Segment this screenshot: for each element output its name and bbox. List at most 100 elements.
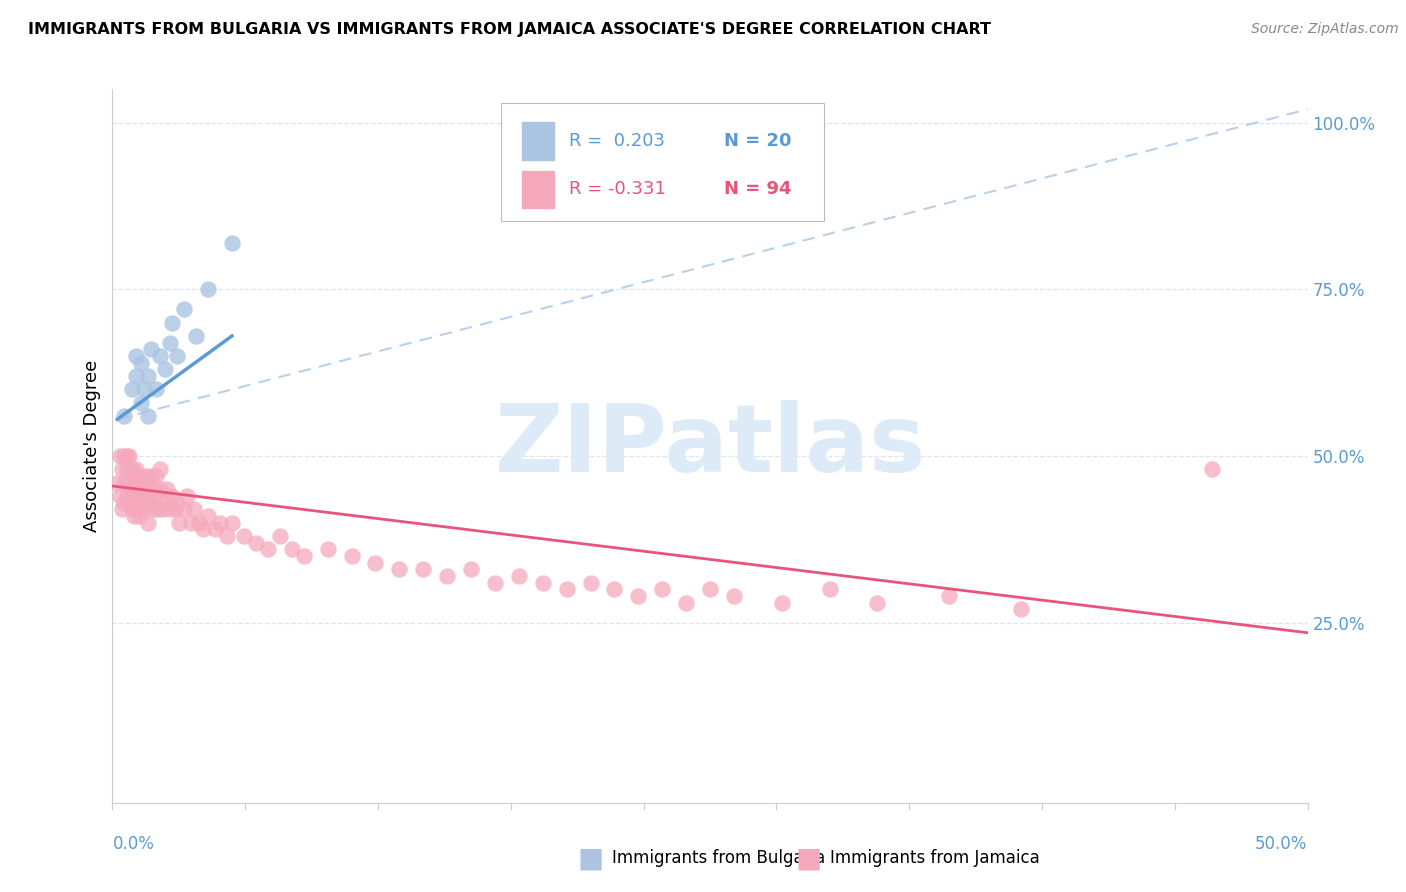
Point xyxy=(166,496,188,510)
Text: 0.0%: 0.0% xyxy=(112,835,155,853)
Point xyxy=(166,349,188,363)
Point xyxy=(139,469,162,483)
Point xyxy=(121,502,143,516)
Point xyxy=(145,489,167,503)
Point xyxy=(193,522,215,536)
Point xyxy=(153,496,176,510)
Point xyxy=(149,462,172,476)
Point xyxy=(118,475,141,490)
Point xyxy=(145,469,167,483)
Point xyxy=(135,489,157,503)
Point xyxy=(138,475,160,490)
Point xyxy=(132,382,155,396)
Point xyxy=(108,489,131,503)
Point xyxy=(217,529,239,543)
Point xyxy=(121,382,143,396)
Point xyxy=(128,489,150,503)
Point xyxy=(555,582,578,597)
Point xyxy=(114,475,135,490)
Point xyxy=(180,516,202,530)
Point xyxy=(118,496,141,510)
Point xyxy=(699,582,721,597)
Point xyxy=(129,356,152,370)
Point xyxy=(245,535,267,549)
Text: IMMIGRANTS FROM BULGARIA VS IMMIGRANTS FROM JAMAICA ASSOCIATE'S DEGREE CORRELATI: IMMIGRANTS FROM BULGARIA VS IMMIGRANTS F… xyxy=(28,22,991,37)
Point xyxy=(292,549,315,563)
Point xyxy=(142,502,165,516)
Point xyxy=(118,449,141,463)
Point xyxy=(221,516,243,530)
Point xyxy=(460,562,482,576)
Point xyxy=(187,516,209,530)
Text: Immigrants from Bulgaria: Immigrants from Bulgaria xyxy=(612,849,825,867)
Point xyxy=(162,316,183,330)
Point xyxy=(281,542,304,557)
Bar xyxy=(522,121,554,161)
Point xyxy=(115,489,138,503)
Point xyxy=(122,489,145,503)
Point xyxy=(129,395,152,409)
Point xyxy=(125,349,148,363)
Point xyxy=(197,282,219,296)
Point xyxy=(176,489,198,503)
Point xyxy=(269,529,291,543)
Text: N = 94: N = 94 xyxy=(724,180,792,198)
Point xyxy=(114,449,135,463)
Point xyxy=(122,469,145,483)
Text: ZIPatlas: ZIPatlas xyxy=(495,400,925,492)
Point xyxy=(128,469,150,483)
Point xyxy=(603,582,626,597)
Text: 50.0%: 50.0% xyxy=(1256,835,1308,853)
Point xyxy=(723,589,745,603)
Point xyxy=(1201,462,1223,476)
Point xyxy=(818,582,841,597)
Point xyxy=(204,522,226,536)
Point xyxy=(183,502,205,516)
Point xyxy=(364,556,387,570)
Point xyxy=(125,489,148,503)
Point xyxy=(770,596,793,610)
Point xyxy=(173,502,195,516)
Text: R = -0.331: R = -0.331 xyxy=(569,180,666,198)
Point xyxy=(340,549,363,563)
Point xyxy=(531,575,554,590)
Point xyxy=(651,582,673,597)
Point xyxy=(232,529,256,543)
Point xyxy=(105,475,128,490)
Point xyxy=(129,483,152,497)
Text: ■: ■ xyxy=(578,844,603,872)
Point xyxy=(111,462,134,476)
Point xyxy=(132,475,155,490)
Point xyxy=(508,569,530,583)
Point xyxy=(484,575,506,590)
Text: ■: ■ xyxy=(796,844,821,872)
Point xyxy=(108,449,131,463)
Text: Immigrants from Jamaica: Immigrants from Jamaica xyxy=(830,849,1039,867)
Point xyxy=(162,489,183,503)
Point xyxy=(135,469,157,483)
Point xyxy=(173,302,195,317)
Y-axis label: Associate's Degree: Associate's Degree xyxy=(83,359,101,533)
FancyBboxPatch shape xyxy=(501,103,824,221)
Point xyxy=(436,569,458,583)
Point xyxy=(132,502,155,516)
Point xyxy=(114,409,135,423)
Point xyxy=(221,235,243,250)
Point xyxy=(163,502,186,516)
Point xyxy=(145,382,167,396)
Point xyxy=(125,368,148,383)
Point xyxy=(152,502,174,516)
Point xyxy=(159,502,181,516)
Point xyxy=(121,462,143,476)
Point xyxy=(1010,602,1032,616)
Point xyxy=(208,516,231,530)
Point xyxy=(169,516,191,530)
Point xyxy=(146,502,169,516)
Point xyxy=(111,502,134,516)
Point xyxy=(125,475,148,490)
Point xyxy=(128,509,150,524)
Point xyxy=(139,489,162,503)
Point xyxy=(675,596,697,610)
Point xyxy=(159,335,181,350)
Point xyxy=(149,483,172,497)
